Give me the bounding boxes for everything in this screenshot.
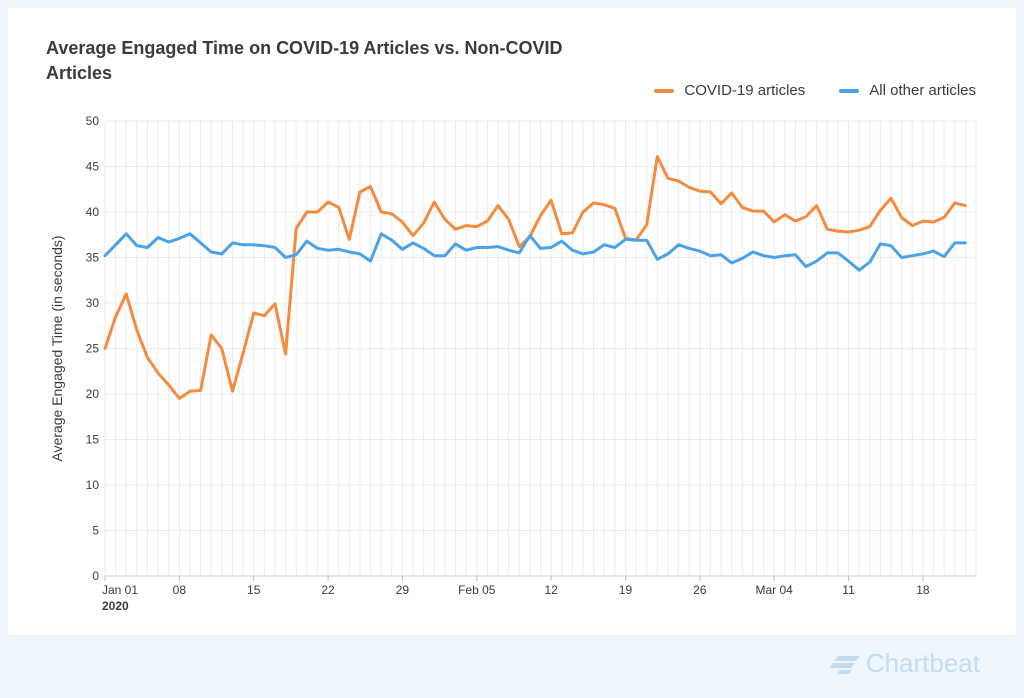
x-tick-label: 12 [544,583,558,597]
y-tick-label: 25 [86,342,100,356]
watermark-text: Chartbeat [865,648,980,678]
series-line-other[interactable] [103,232,967,272]
x-tick-label: 11 [842,583,855,597]
y-tick-label: 40 [86,205,100,219]
x-tick-label: 18 [916,583,930,597]
y-tick-label: 0 [92,569,99,583]
x-tick-label: 22 [321,583,335,597]
y-tick-label: 15 [86,433,100,447]
x-tick-label: Mar 04 [756,583,794,597]
x-tick-label: 08 [173,583,187,597]
x-tick-label: Jan 01 [102,583,138,597]
legend-swatch-covid [654,88,675,93]
series-lines [103,155,967,400]
y-tick-label: 50 [86,114,100,128]
x-tick-label: 29 [396,583,410,597]
x-tick-sublabel: 2020 [102,599,129,613]
series-line-covid[interactable] [103,155,967,400]
chart-title: Average Engaged Time on COVID-19 Article… [46,38,563,83]
y-tick-label: 30 [86,296,100,310]
y-axis-label: Average Engaged Time (in seconds) [49,235,65,461]
legend-swatch-other [839,88,860,93]
legend-item-covid[interactable]: COVID-19 articles [654,82,805,99]
y-axis-ticks: 0 5 10 15 20 25 30 35 40 45 50 [86,114,100,583]
y-tick-label: 5 [92,524,99,538]
watermark: Chartbeat [828,648,980,679]
legend: COVID-19 articles All other articles [654,82,976,99]
grid-lines [104,120,977,577]
legend-label-covid: COVID-19 articles [684,82,806,99]
y-tick-label: 20 [86,387,100,401]
y-tick-label: 45 [86,160,100,174]
x-tick-label: 15 [247,583,261,597]
y-tick-label: 10 [86,478,100,492]
legend-label-other: All other articles [869,82,976,99]
x-tick-label: Feb 05 [458,583,496,597]
x-tick-label: 19 [619,583,633,597]
x-axis-ticks: Jan 01 2020 08 15 22 29 Feb 05 12 19 26 Mar 04 11 18 [102,576,930,613]
x-tick-label: 26 [693,583,707,597]
chartbeat-logo-icon [828,655,860,674]
y-tick-label: 35 [86,251,100,265]
legend-item-other[interactable]: All other articles [839,82,976,99]
